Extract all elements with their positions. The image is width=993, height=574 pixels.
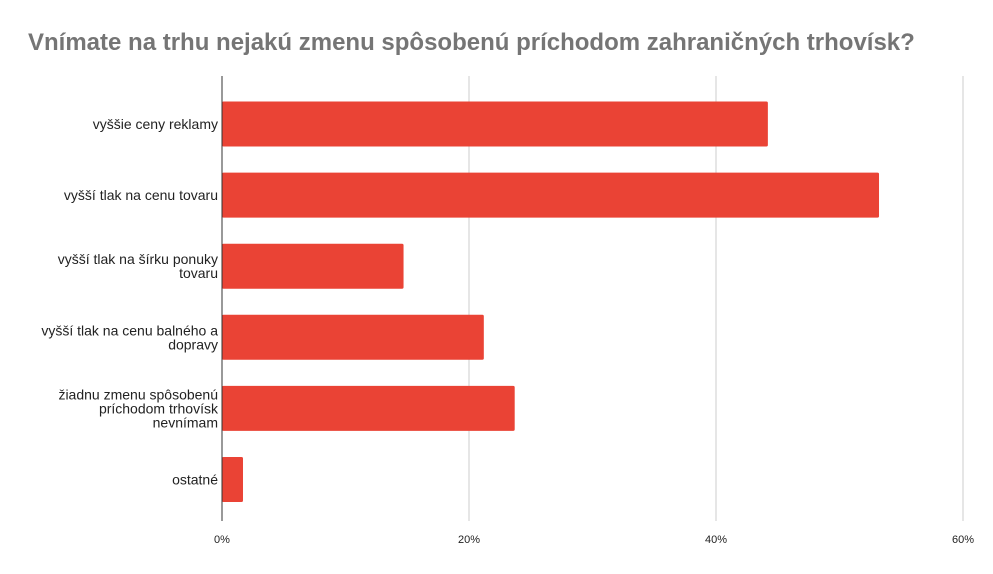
bar [222, 101, 768, 147]
bar [222, 243, 404, 289]
bars [222, 101, 880, 502]
x-tick-label: 20% [458, 534, 480, 546]
x-tick-label: 40% [705, 534, 727, 546]
tick-labels: 0% 20% 40% 60% [214, 534, 974, 546]
x-tick-label: 0% [214, 534, 230, 546]
gridlines [468, 76, 964, 521]
bar [222, 172, 880, 218]
bar [222, 457, 243, 502]
category-labels: vyššie ceny reklamy vyšší tlak na cenu to… [41, 116, 219, 488]
category-label: vyšší tlak na cenu balného a dopravy [41, 322, 218, 352]
bar [222, 314, 484, 360]
bar [222, 385, 515, 431]
x-tick-label: 60% [952, 534, 974, 546]
category-label: vyššie ceny reklamy [93, 116, 218, 132]
chart-title: Vnímate na trhu nejakú zmenu spôsobenú p… [28, 29, 915, 56]
category-label: vyšší tlak na cenu tovaru [64, 187, 218, 203]
category-label: žiadnu zmenu spôsobenú príchodom trhovísk… [58, 386, 219, 430]
category-label: vyšší tlak na šírku ponuky tovaru [58, 251, 218, 281]
category-label: ostatné [172, 472, 218, 488]
